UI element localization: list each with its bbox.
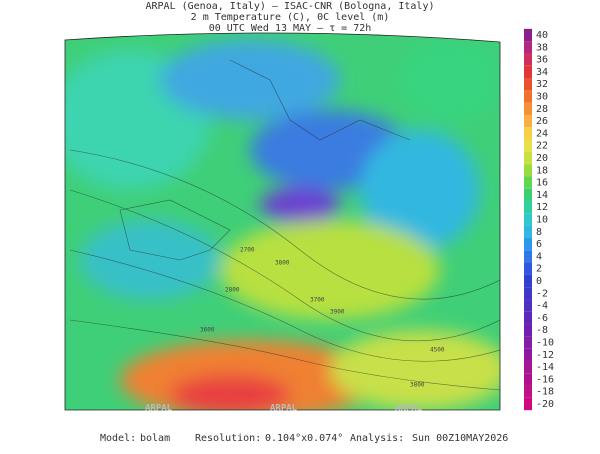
contour-label: 2800 <box>225 287 240 294</box>
colorbar-swatch <box>524 360 532 374</box>
map <box>65 32 500 410</box>
colorbar-swatch <box>524 311 532 325</box>
colorbar-label: 26 <box>536 116 548 127</box>
colorbar-swatch <box>524 164 532 177</box>
colorbar-label: -6 <box>536 313 548 324</box>
colorbar-label: 2 <box>536 264 542 275</box>
colorbar-swatch <box>524 114 532 128</box>
colorbar-swatch <box>524 324 532 337</box>
watermark: ARPAL <box>395 404 423 414</box>
footer-label: Resolution: <box>195 433 261 444</box>
footer-value: Sun 00Z10MAY2026 <box>412 433 508 444</box>
contour-label: 3900 <box>330 309 345 316</box>
colorbar-label: -2 <box>536 288 548 299</box>
colorbar-swatch <box>524 336 532 349</box>
colorbar-label: 38 <box>536 42 548 53</box>
contour-label: 4500 <box>430 347 445 354</box>
header-line: ARPAL (Genoa, Italy) – ISAC-CNR (Bologna… <box>146 1 435 12</box>
contour-label: 3800 <box>410 382 425 389</box>
header-line: 00 UTC Wed 13 MAY – τ = 72h <box>209 23 372 34</box>
colorbar-label: -14 <box>536 362 554 373</box>
colorbar-swatch <box>524 237 532 251</box>
colorbar-swatch <box>524 188 532 202</box>
colorbar-swatch <box>524 65 532 79</box>
colorbar-swatch <box>524 287 532 300</box>
colorbar-swatch <box>524 274 532 288</box>
colorbar-label: 18 <box>536 165 548 176</box>
footer-value: bolam <box>140 433 170 444</box>
colorbar-swatch <box>524 90 532 103</box>
colorbar-label: -16 <box>536 374 554 385</box>
footer-value: 0.104°x0.074° <box>265 433 343 444</box>
footer-label: Analysis: <box>350 433 404 444</box>
colorbar-label: 16 <box>536 178 548 189</box>
watermark: ARPAL <box>145 404 173 414</box>
colorbar-swatch <box>524 78 532 91</box>
colorbar-swatch <box>524 373 532 386</box>
colorbar-swatch <box>524 262 532 275</box>
colorbar-label: 6 <box>536 239 542 250</box>
contour-label: 3700 <box>310 297 325 304</box>
colorbar-label: -4 <box>536 301 548 312</box>
colorbar-swatch <box>524 201 532 214</box>
colorbar-swatch <box>524 397 532 411</box>
colorbar-label: 22 <box>536 141 548 152</box>
colorbar-label: 32 <box>536 79 548 90</box>
colorbar-label: 10 <box>536 215 548 226</box>
colorbar-swatch <box>524 151 532 165</box>
colorbar-swatch <box>524 299 532 312</box>
colorbar-swatch <box>524 213 532 226</box>
colorbar-swatch <box>524 348 532 361</box>
colorbar-label: -10 <box>536 338 554 349</box>
colorbar-swatch <box>524 225 532 238</box>
colorbar-label: -8 <box>536 325 548 336</box>
colorbar-swatch <box>524 250 532 263</box>
watermark: ARPAL <box>270 404 298 414</box>
colorbar-swatch <box>524 41 532 54</box>
colorbar-swatch <box>524 385 532 398</box>
colorbar-swatch <box>524 176 532 189</box>
colorbar-swatch <box>524 53 532 66</box>
colorbar-label: 4 <box>536 251 542 262</box>
colorbar-label: -18 <box>536 387 554 398</box>
colorbar-label: -12 <box>536 350 554 361</box>
colorbar-swatch <box>524 139 532 152</box>
contour-label: 3600 <box>200 327 215 334</box>
colorbar-label: 28 <box>536 104 548 115</box>
contour-label: 2700 <box>240 247 255 254</box>
colorbar-label: 30 <box>536 92 548 103</box>
colorbar-swatch <box>524 127 532 140</box>
colorbar-label: 20 <box>536 153 548 164</box>
colorbar-label: 12 <box>536 202 548 213</box>
colorbar-label: -20 <box>536 399 554 410</box>
colorbar-swatch <box>524 28 532 42</box>
colorbar-label: 8 <box>536 227 542 238</box>
colorbar-label: 36 <box>536 55 548 66</box>
contour-label: 3800 <box>275 260 290 267</box>
colorbar-swatch <box>524 102 532 115</box>
footer-label: Model: <box>100 433 136 444</box>
colorbar-label: 34 <box>536 67 548 78</box>
colorbar-label: 0 <box>536 276 542 287</box>
header-line: 2 m Temperature (C), 0C level (m) <box>191 12 390 23</box>
colorbar-label: 14 <box>536 190 548 201</box>
colorbar-label: 40 <box>536 30 548 41</box>
colorbar-label: 24 <box>536 128 548 139</box>
